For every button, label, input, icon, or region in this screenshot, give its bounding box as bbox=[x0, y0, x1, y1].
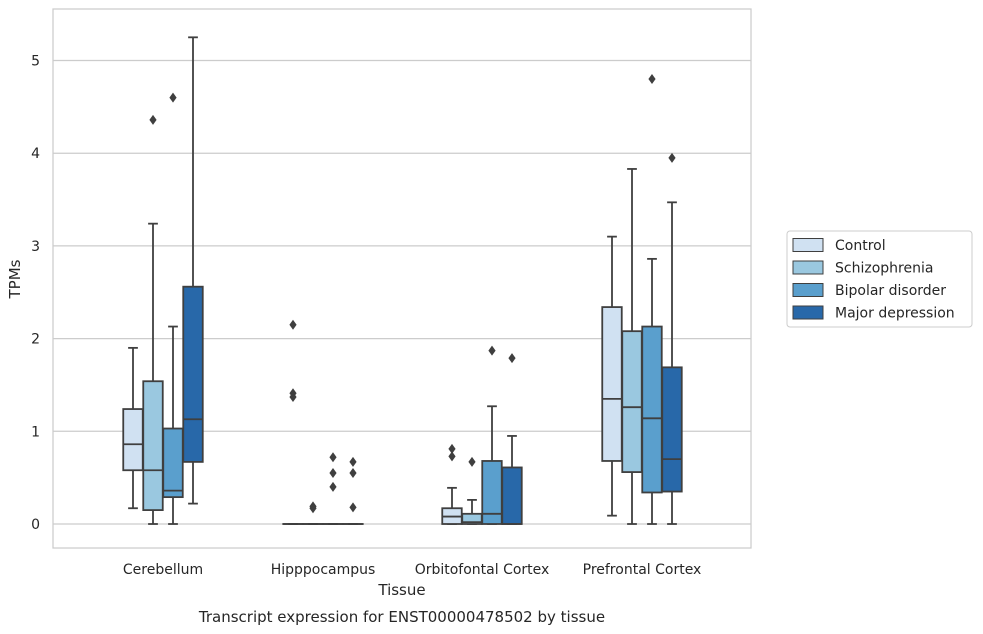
box bbox=[342, 456, 364, 525]
legend-swatch bbox=[792, 260, 824, 275]
y-tick-label: 3 bbox=[31, 239, 40, 255]
legend-label: Bipolar disorder bbox=[835, 283, 946, 299]
y-tick-label: 4 bbox=[31, 146, 40, 162]
outlier-point bbox=[309, 503, 317, 514]
outlier-point bbox=[329, 468, 337, 479]
x-tick-label: Orbitofontal Cortex bbox=[415, 562, 550, 578]
y-tick-label: 2 bbox=[31, 332, 40, 348]
box bbox=[142, 114, 164, 525]
legend-label: Schizophrenia bbox=[835, 261, 933, 277]
box bbox=[441, 443, 463, 525]
box bbox=[461, 456, 483, 525]
box-body bbox=[142, 380, 164, 511]
outlier-point bbox=[349, 502, 357, 513]
y-tick-labels: 0 1 2 3 4 5 bbox=[31, 54, 40, 534]
outlier-point bbox=[149, 114, 157, 125]
box-body bbox=[162, 427, 184, 499]
series-control bbox=[122, 235, 623, 525]
box-body bbox=[641, 325, 663, 494]
legend-label: Control bbox=[835, 238, 886, 254]
box bbox=[122, 346, 144, 510]
outlier-point bbox=[349, 468, 357, 479]
box bbox=[162, 92, 184, 525]
series-major-depression bbox=[182, 36, 683, 525]
outlier-point bbox=[648, 74, 656, 85]
outlier-point bbox=[289, 392, 297, 403]
series-bipolar-disorder bbox=[162, 74, 663, 525]
chart-caption: Transcript expression for ENST0000047850… bbox=[198, 608, 605, 626]
box-body bbox=[122, 408, 144, 472]
box bbox=[322, 452, 344, 525]
series-schizophrenia bbox=[142, 114, 643, 525]
plot-frame bbox=[52, 8, 752, 549]
box bbox=[501, 353, 523, 525]
box bbox=[182, 36, 204, 505]
outlier-point bbox=[468, 456, 476, 467]
box bbox=[601, 235, 623, 517]
boxes bbox=[122, 36, 683, 525]
box-body bbox=[501, 466, 523, 525]
x-tick-labels: Cerebellum Hipppocampus Orbitofontal Corte… bbox=[123, 562, 701, 578]
box bbox=[661, 152, 683, 525]
outlier-point bbox=[329, 452, 337, 463]
y-tick-label: 1 bbox=[31, 424, 40, 440]
outlier-point bbox=[508, 353, 516, 364]
y-axis-label: TPMs bbox=[6, 259, 24, 299]
outlier-point bbox=[448, 443, 456, 454]
y-tick-label: 5 bbox=[31, 54, 40, 70]
outlier-point bbox=[448, 451, 456, 462]
outlier-point bbox=[329, 481, 337, 492]
outlier-point bbox=[668, 152, 676, 163]
box bbox=[481, 345, 503, 525]
box bbox=[621, 168, 643, 525]
outlier-point bbox=[488, 345, 496, 356]
legend-swatch bbox=[792, 283, 824, 297]
outlier-point bbox=[169, 92, 177, 103]
outlier-point bbox=[289, 319, 297, 330]
x-tick-label: Hipppocampus bbox=[271, 562, 376, 578]
x-axis-label: Tissue bbox=[377, 581, 425, 599]
legend-label: Major depression bbox=[835, 306, 955, 322]
legend-frame bbox=[786, 230, 973, 328]
box-body bbox=[661, 366, 683, 493]
legend-swatch bbox=[792, 238, 824, 252]
x-tick-label: Prefrontal Cortex bbox=[583, 562, 702, 578]
legend-swatch bbox=[792, 305, 824, 320]
outlier-point bbox=[349, 456, 357, 467]
box bbox=[282, 319, 304, 525]
x-tick-label: Cerebellum bbox=[123, 562, 203, 578]
legend: Control Schizophrenia Bipolar disorder Majo… bbox=[786, 230, 973, 328]
box-body bbox=[601, 306, 623, 462]
box-body bbox=[182, 285, 204, 463]
box-body bbox=[621, 330, 643, 473]
y-tick-label: 0 bbox=[31, 517, 40, 533]
